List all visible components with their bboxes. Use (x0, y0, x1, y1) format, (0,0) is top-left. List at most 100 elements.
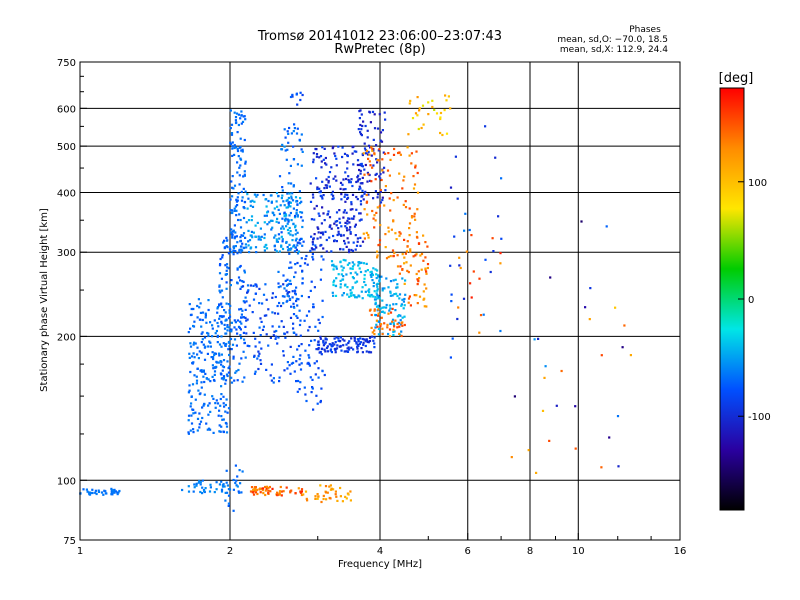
echo-point-o (286, 192, 289, 195)
echo-point-o (201, 479, 204, 482)
echo-point-x (256, 492, 259, 496)
echo-point-o (267, 344, 270, 347)
echo-point-x (304, 490, 308, 493)
echo-point-o (344, 193, 347, 196)
echo-point-o (234, 371, 237, 374)
echo-point-o (284, 279, 287, 282)
echo-point-o (204, 487, 207, 490)
echo-point-o (327, 175, 330, 179)
echo-point-o (322, 341, 325, 344)
echo-point-o (240, 199, 244, 202)
echo-point-o (230, 330, 233, 333)
echo-point-o (311, 387, 314, 390)
echo-point-o (385, 277, 388, 280)
echo-point-x (264, 489, 267, 492)
echo-point-x (395, 238, 398, 241)
echo-point-o (258, 326, 261, 329)
echo-point-o (232, 253, 235, 256)
echo-point-o (189, 345, 193, 348)
echo-point-o (373, 113, 376, 116)
echo-point-o (300, 164, 303, 167)
echo-point-o (226, 491, 229, 494)
echo-point-o (257, 350, 260, 353)
echo-point-o (281, 238, 284, 241)
echo-point-o (243, 115, 246, 118)
echo-point-o (381, 306, 384, 309)
echo-point-o (359, 203, 363, 206)
echo-point-o (291, 192, 294, 195)
echo-point-o (240, 313, 243, 316)
echo-point-o (207, 299, 210, 302)
echo-point-o (249, 284, 252, 287)
echo-point-o (293, 123, 296, 126)
echo-point-o (238, 166, 241, 169)
echo-point-x (300, 488, 304, 491)
echo-point-o (344, 283, 347, 286)
echo-point-o (337, 145, 340, 148)
echo-point-o (293, 244, 296, 247)
echo-point-x (252, 488, 255, 491)
echo-point-o (258, 236, 261, 239)
echo-point-o (350, 346, 353, 349)
echo-point-o (238, 248, 241, 251)
echo-point-o (197, 357, 200, 360)
echo-point-o (335, 179, 338, 182)
echo-point-o (360, 290, 363, 293)
echo-point-o (317, 231, 320, 234)
echo-point-o (297, 241, 300, 244)
echo-point-o (342, 188, 345, 191)
echo-point-o (291, 199, 295, 202)
echo-point-o (219, 257, 222, 261)
echo-point-o (362, 262, 366, 265)
echo-point-o (357, 174, 360, 177)
echo-point-o (312, 158, 315, 161)
echo-point-o (351, 249, 354, 252)
echo-point-x (300, 493, 303, 497)
echo-point-x (336, 499, 339, 502)
echo-point-o (239, 251, 242, 254)
echo-point-x (457, 306, 460, 309)
echo-point-o (221, 369, 224, 372)
echo-point-o (97, 490, 101, 493)
echo-point-o (342, 216, 345, 219)
echo-point-x (499, 252, 502, 255)
echo-point-x (416, 96, 419, 99)
echo-point-o (209, 486, 212, 489)
echo-point-o (246, 290, 249, 293)
echo-point-o (294, 196, 298, 199)
echo-point-o (383, 311, 386, 314)
echo-point-o (189, 327, 192, 330)
echo-point-o (359, 182, 362, 185)
echo-point-o (299, 334, 302, 337)
echo-point-o (213, 366, 216, 369)
echo-point-o (369, 273, 372, 277)
echo-point-o (368, 339, 372, 343)
echo-point-o (243, 338, 246, 341)
echo-point-o (216, 341, 219, 344)
echo-point-o (276, 217, 279, 220)
echo-point-o (287, 201, 290, 204)
echo-point-x (396, 196, 399, 199)
echo-point-o (265, 205, 268, 208)
echo-point-o (198, 426, 201, 429)
echo-point-x (416, 171, 419, 175)
echo-point-x (326, 491, 329, 494)
echo-point-o (345, 343, 348, 346)
echo-point-o (357, 264, 360, 267)
echo-point-o (351, 208, 354, 211)
echo-point-x (414, 218, 417, 221)
echo-point-o (88, 491, 91, 494)
echo-point-o (370, 154, 373, 157)
echo-point-o (247, 197, 250, 200)
echo-point-o (257, 367, 260, 371)
echo-point-o (225, 342, 228, 346)
echo-point-x (384, 246, 387, 249)
echo-point-o (332, 294, 335, 297)
echo-point-o (377, 274, 380, 277)
echo-point-o (346, 193, 349, 196)
echo-point-o (236, 196, 239, 199)
echo-point-o (275, 240, 278, 243)
echo-point-o (265, 247, 269, 250)
echo-point-o (343, 242, 347, 245)
echo-point-x (265, 485, 268, 488)
